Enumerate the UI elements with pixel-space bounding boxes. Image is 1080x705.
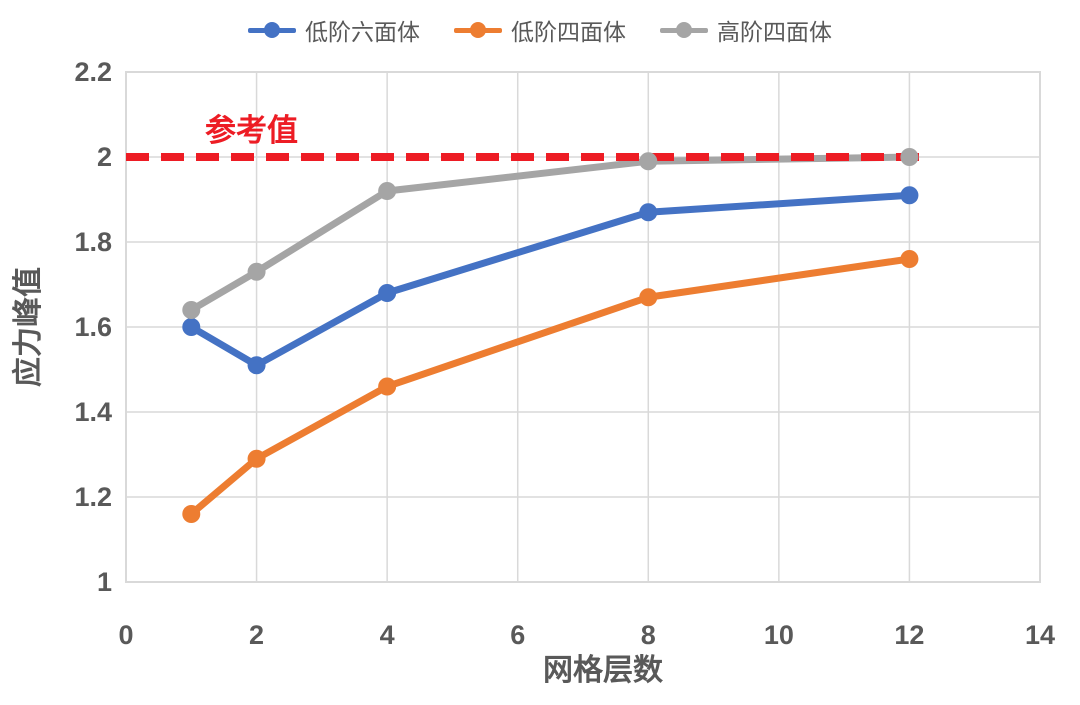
- y-tick-label: 1.6: [74, 312, 112, 342]
- plot-border: [125, 71, 1041, 583]
- x-tick-label: 8: [641, 620, 656, 650]
- data-point-0-1: [247, 356, 266, 375]
- legend-line-dot-icon: [454, 22, 502, 38]
- x-tick-label: 6: [510, 620, 525, 650]
- data-point-0-3: [639, 203, 658, 222]
- series-line-0: [187, 191, 913, 369]
- reference-line-label: 参考值: [205, 113, 298, 148]
- legend-item-0: 低阶六面体: [248, 13, 420, 47]
- data-point-2-2: [378, 182, 397, 200]
- chart-legend: 低阶六面体 低阶四面体 高阶四面体: [0, 12, 1080, 48]
- series-line-2: [187, 153, 913, 314]
- data-point-0-0: [182, 318, 201, 336]
- series-line-1: [187, 255, 913, 518]
- y-tick-label: 2: [97, 142, 112, 172]
- data-point-0-4: [900, 186, 919, 205]
- y-axis-title: 应力峰值: [11, 267, 45, 387]
- y-tick-label: 1.8: [74, 227, 112, 257]
- data-point-2-3: [639, 152, 658, 171]
- x-tick-label: 10: [764, 620, 794, 650]
- x-axis-title: 网格层数: [543, 654, 664, 687]
- y-tick-label: 2.2: [74, 57, 112, 87]
- x-tick-label: 14: [1025, 620, 1055, 650]
- data-point-2-1: [247, 262, 266, 281]
- legend-item-1: 低阶四面体: [454, 13, 626, 47]
- legend-item-2: 高阶四面体: [660, 13, 832, 47]
- y-tick-label: 1: [97, 567, 112, 597]
- data-point-0-2: [378, 284, 397, 302]
- data-point-2-0: [182, 301, 201, 319]
- legend-line-dot-icon: [248, 22, 296, 38]
- data-point-1-0: [182, 505, 201, 523]
- data-point-1-3: [639, 288, 658, 307]
- x-tick-label: 12: [894, 620, 924, 650]
- x-tick-label: 2: [249, 620, 264, 650]
- y-tick-label: 1.4: [74, 397, 112, 427]
- y-tick-label: 1.2: [74, 482, 112, 512]
- data-point-1-2: [378, 377, 397, 396]
- data-point-2-4: [900, 148, 919, 166]
- x-tick-label: 4: [380, 620, 395, 650]
- legend-label: 高阶四面体: [717, 19, 832, 45]
- x-tick-label: 0: [118, 620, 133, 650]
- legend-label: 低阶六面体: [305, 19, 420, 45]
- data-point-1-4: [900, 250, 919, 268]
- data-point-1-1: [247, 449, 266, 468]
- legend-label: 低阶四面体: [511, 19, 626, 45]
- legend-line-dot-icon: [660, 22, 708, 38]
